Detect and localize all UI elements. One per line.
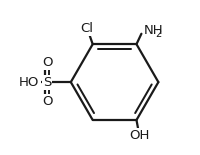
Text: OH: OH: [129, 129, 150, 142]
Text: O: O: [42, 95, 52, 108]
Text: S: S: [43, 76, 51, 89]
Text: NH: NH: [144, 24, 164, 37]
Text: 2: 2: [155, 29, 161, 39]
Text: HO: HO: [19, 76, 40, 89]
Text: Cl: Cl: [80, 22, 93, 35]
Text: O: O: [42, 56, 52, 69]
